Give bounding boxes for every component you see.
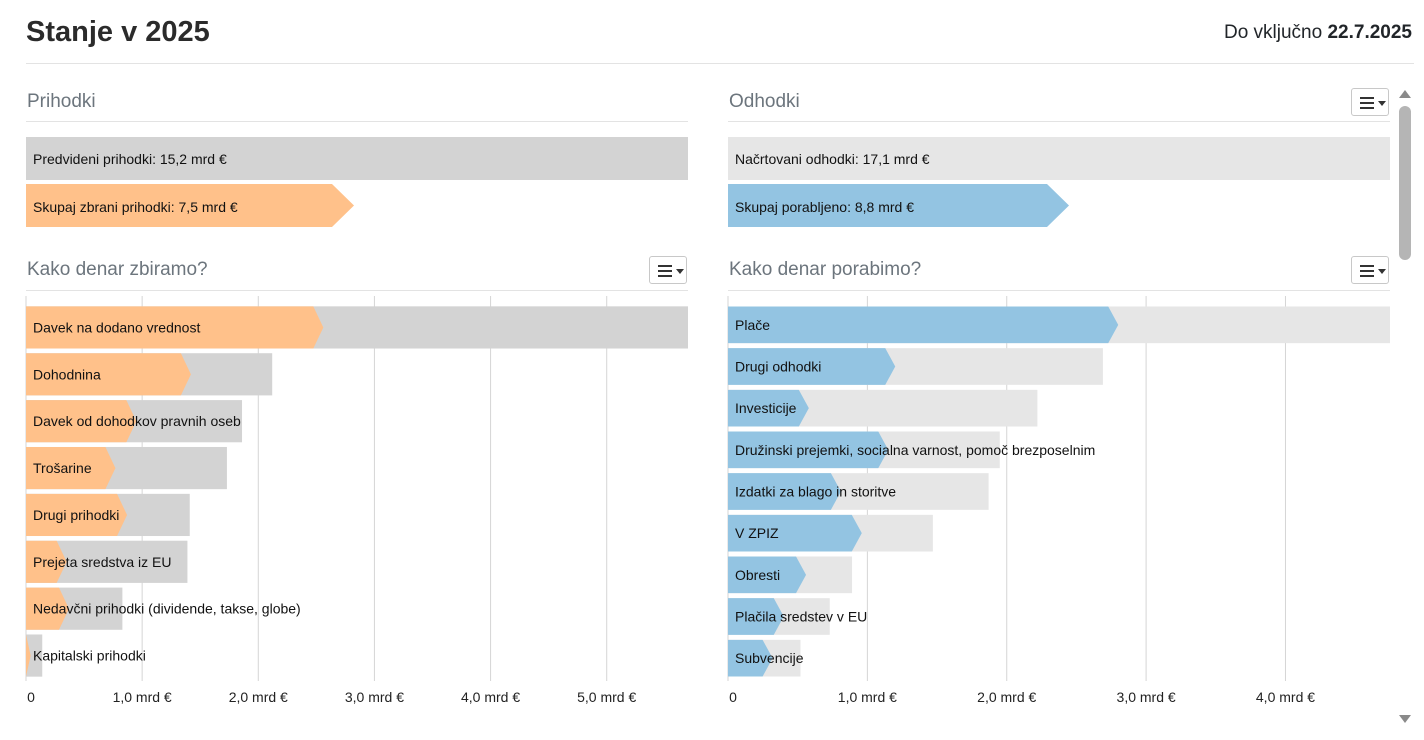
category-label: Plačila sredstev v EU [735,609,867,625]
bar-actual [728,306,1119,344]
category-label: Izdatki za blago in storitve [735,484,896,500]
bar-actual [26,587,69,630]
bar-actual [26,446,116,490]
category-label: Davek od dohodkov pravnih oseb [33,413,241,429]
category-label: Kapitalski prihodki [33,648,146,664]
category-label: Drugi prihodki [33,507,119,523]
category-label: Plače [735,317,770,333]
expense-chart: 0 1,0 mrd € 2,0 mrd € 3,0 mrd € 4,0 mrd € Pla… [727,296,1390,705]
bar-actual [728,389,809,427]
collected-revenue-label: Skupaj zbrani prihodki: 7,5 mrd € [33,199,238,215]
category-label: Nedavčni prihodki (dividende, takse, glo… [33,601,301,617]
date-value: 22.7.2025 [1327,22,1412,43]
bar-actual [728,556,807,594]
bar-actual [26,540,67,583]
hamburger-icon [1360,97,1374,112]
scroll-up-icon[interactable] [1399,90,1411,98]
x-tick-label: 3,0 mrd € [1117,689,1176,705]
date-prefix: Do vključno [1223,22,1323,43]
expense-chart-divider [728,290,1390,291]
x-tick-label: 1,0 mrd € [113,689,172,705]
hamburger-icon [1360,265,1374,280]
category-label: Davek na dodano vrednost [33,319,200,335]
category-label: Dohodnina [33,366,101,382]
category-label: Trošarine [33,460,92,476]
revenue-chart-title: Kako denar zbiramo? [27,259,208,280]
category-label: Obresti [735,567,780,583]
category-label: V ZPIZ [735,525,779,541]
spent-expense-bar [728,184,1069,227]
revenue-chart: 0 1,0 mrd € 2,0 mrd € 3,0 mrd € 4,0 mrd € 5,0… [25,296,688,705]
expense-summary-menu-button[interactable] [1351,88,1389,116]
bar-actual [26,400,137,443]
bar-actual [26,493,128,537]
x-tick-label: 2,0 mrd € [229,689,288,705]
collected-revenue-bar [26,184,354,227]
planned-expense-label: Načrtovani odhodki: 17,1 mrd € [735,151,930,167]
planned-expense-bar [728,137,1390,180]
x-tick-label: 5,0 mrd € [577,689,636,705]
revenue-section-divider [26,121,688,122]
header-divider [26,63,1414,64]
revenue-chart-menu-button[interactable] [649,256,687,284]
caret-down-icon [1378,269,1386,274]
date-line: Do vključno 22.7.2025 [1224,22,1412,44]
planned-revenue-bar [26,137,688,180]
bar-actual [728,348,896,385]
category-label: Drugi odhodki [735,359,821,375]
category-label: Investicije [735,400,797,416]
expense-section-title: Odhodki [729,91,800,112]
bar-actual [728,639,773,677]
bar-actual [26,306,324,349]
x-tick-label: 0 [27,689,35,705]
revenue-chart-divider [26,290,688,291]
category-label: Subvencije [735,650,804,666]
spent-expense-label: Skupaj porabljeno: 8,8 mrd € [735,199,914,215]
bar-actual [26,353,191,396]
bar-actual [26,634,31,677]
revenue-section-title: Prihodki [27,91,96,112]
bar-actual [728,598,784,635]
expense-chart-menu-button[interactable] [1351,256,1389,284]
hamburger-icon [658,265,672,280]
bar-actual [728,473,841,510]
expense-section-divider [728,121,1390,122]
scrollbar-thumb[interactable] [1399,106,1411,260]
x-tick-label: 4,0 mrd € [1256,689,1315,705]
bar-actual [728,431,889,469]
bar-total [26,634,43,677]
expense-chart-title: Kako denar porabimo? [729,259,922,280]
caret-down-icon [1378,101,1386,106]
x-tick-label: 3,0 mrd € [345,689,404,705]
x-tick-label: 0 [729,689,737,705]
page-title: Stanje v 2025 [26,16,210,48]
category-label: Družinski prejemki, socialna varnost, po… [735,442,1095,458]
x-tick-label: 1,0 mrd € [838,689,897,705]
scroll-down-icon[interactable] [1399,715,1411,723]
bar-actual [728,514,862,552]
x-tick-label: 4,0 mrd € [461,689,520,705]
caret-down-icon [676,269,684,274]
x-tick-label: 2,0 mrd € [977,689,1036,705]
category-label: Prejeta sredstva iz EU [33,554,172,570]
planned-revenue-label: Predvideni prihodki: 15,2 mrd € [33,151,227,167]
